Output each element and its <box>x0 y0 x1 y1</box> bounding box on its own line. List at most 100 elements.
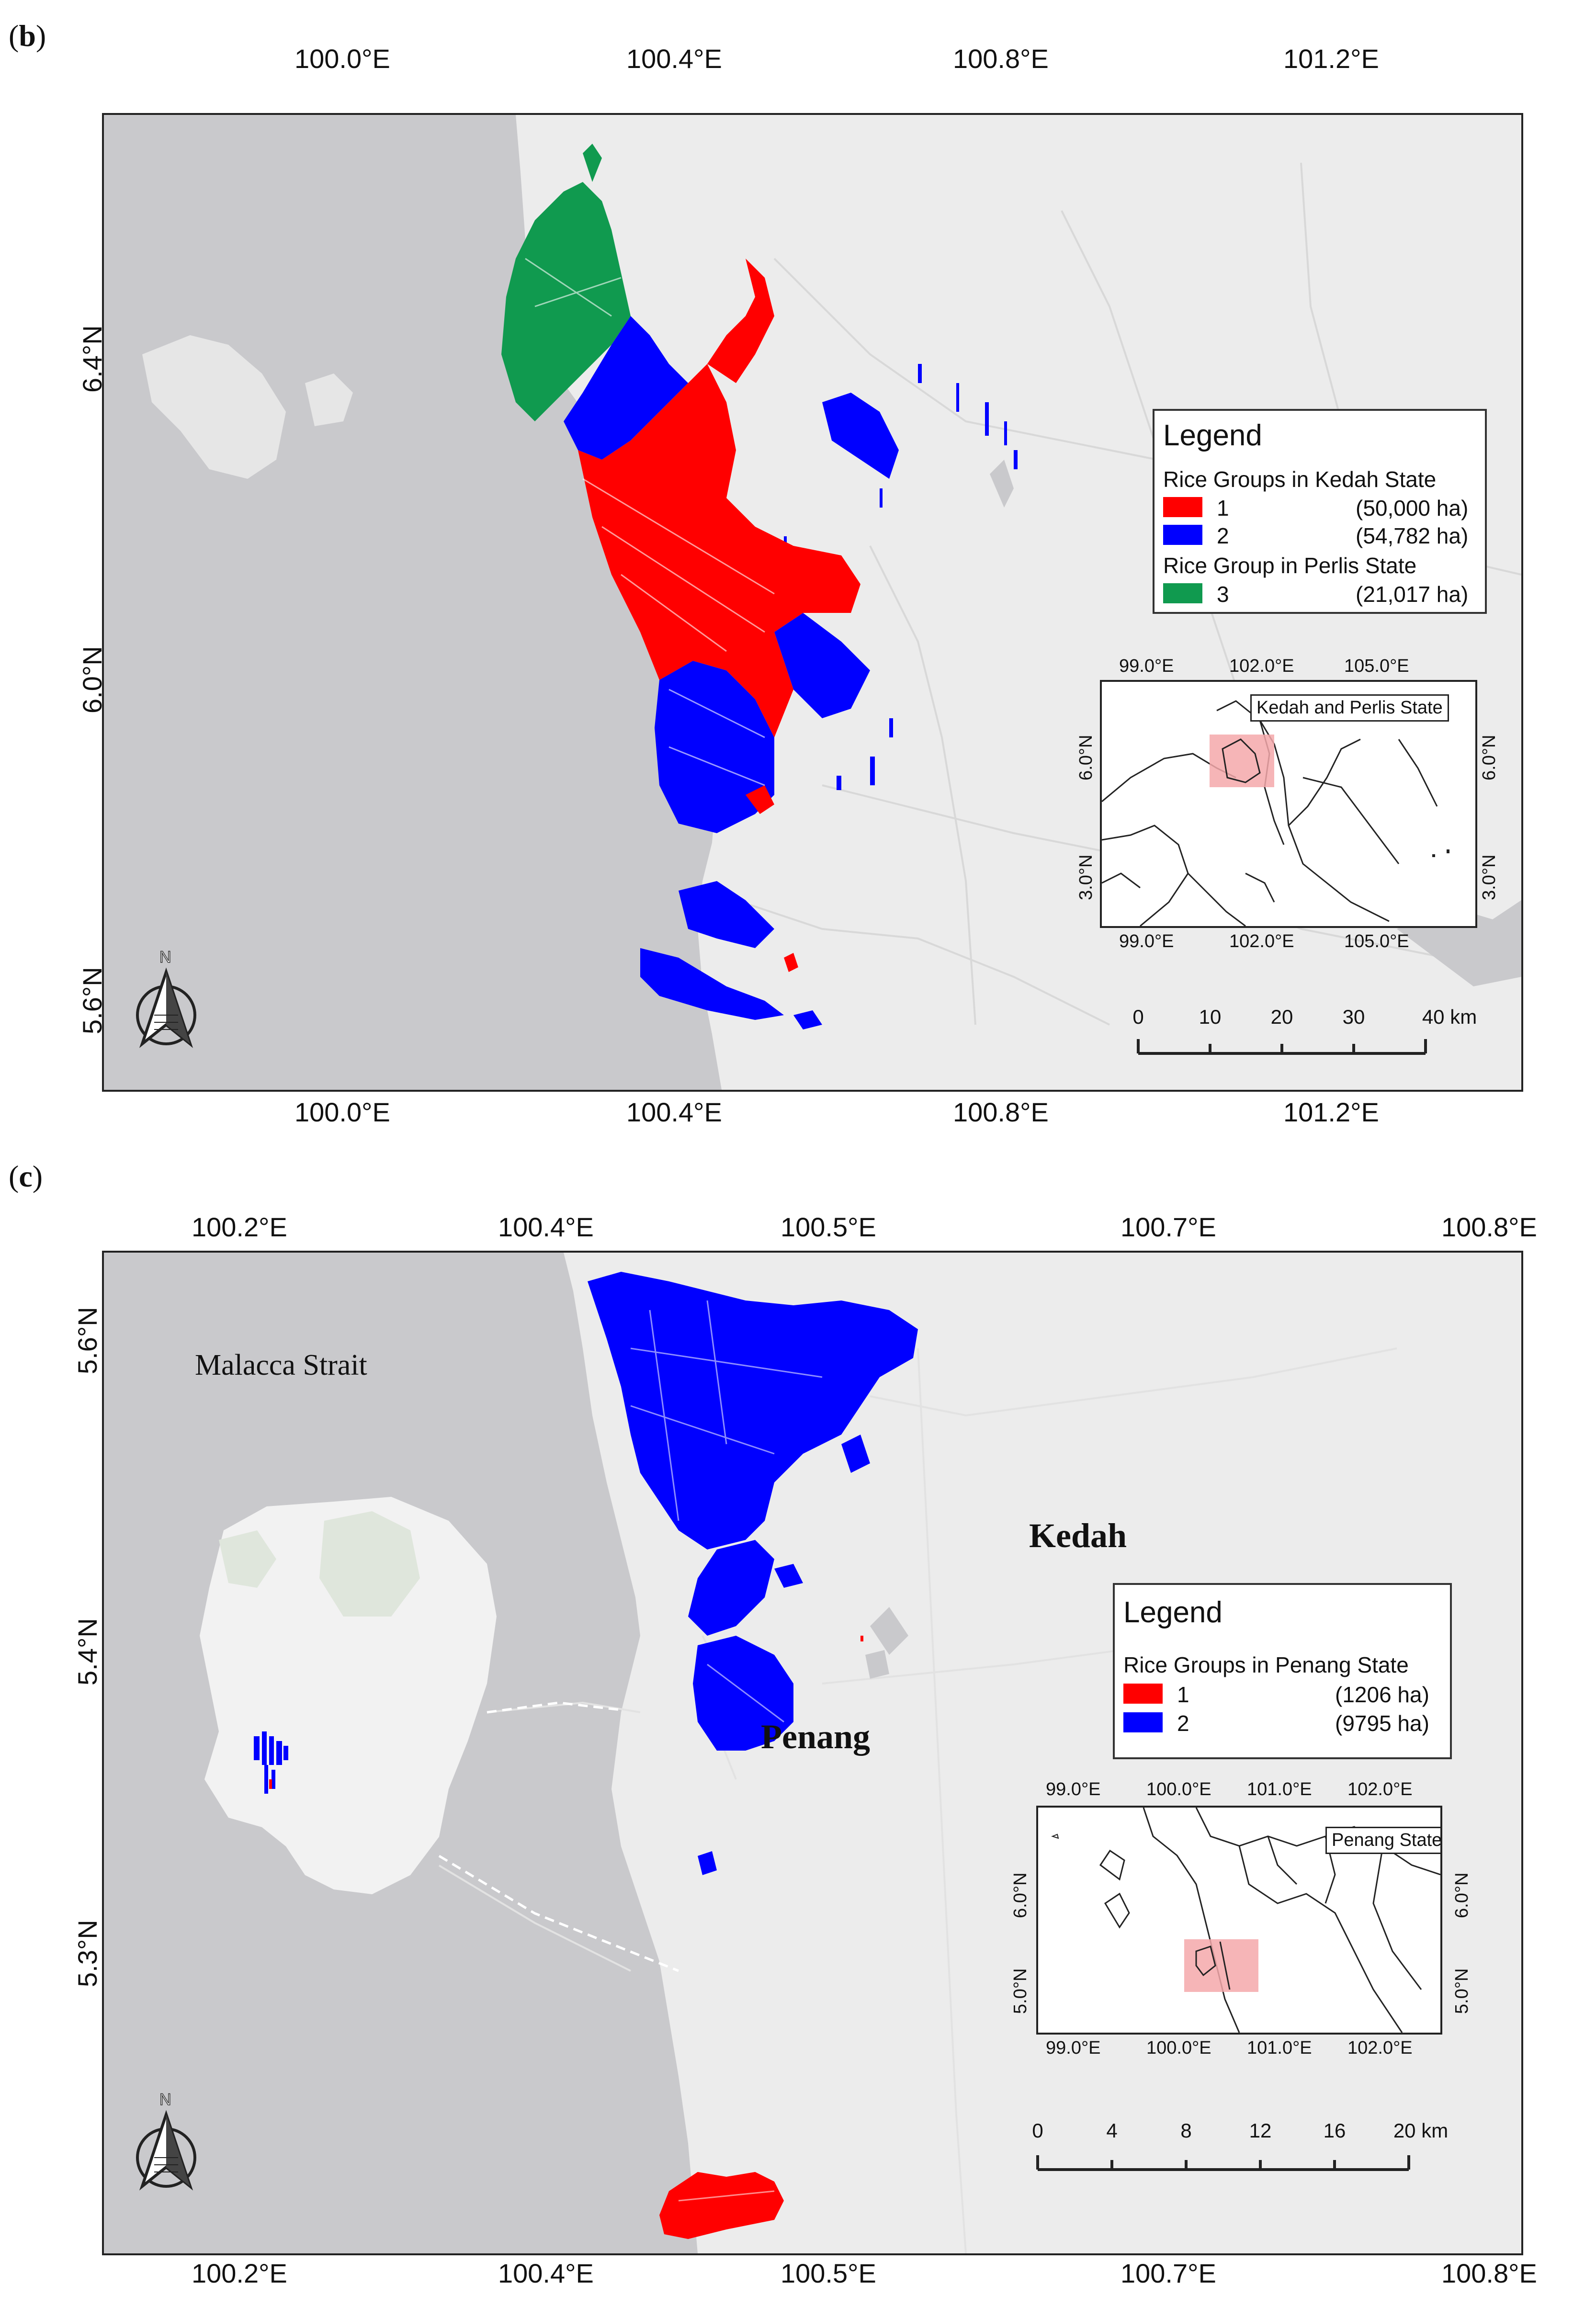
scale-bar-line <box>1036 2155 1410 2171</box>
rice-group-2-region <box>693 1636 793 1751</box>
rice-group-2-region <box>774 613 870 718</box>
north-arrow-icon <box>136 967 196 1048</box>
inset-top-tick: 99.0°E <box>1046 1779 1101 1799</box>
inset-right-tick: 3.0°N <box>1479 854 1499 900</box>
inset-map-box: Penang State <box>1036 1806 1442 2035</box>
inset-bottom-tick: 101.0°E <box>1247 2038 1312 2058</box>
inset-state-label: Kedah and Perlis State <box>1250 694 1449 722</box>
panel-c-bottom-tick: 100.2°E <box>192 2258 287 2288</box>
inset-top-tick: 102.0°E <box>1347 1779 1413 1799</box>
legend-group-heading: Rice Groups in Kedah State <box>1163 467 1437 492</box>
inset-left-tick: 5.0°N <box>1010 1968 1030 2014</box>
scale-label: 30 <box>1342 1006 1365 1028</box>
scale-label: 20 <box>1270 1006 1293 1028</box>
panel-b-scale-bar: 0 10 20 30 40 km <box>1124 1006 1497 1063</box>
legend-code: 3 <box>1217 582 1229 607</box>
basemap-lines <box>750 162 1521 1026</box>
inset-top-tick: 99.0°E <box>1119 656 1174 676</box>
inset-borders <box>1099 1808 1440 2033</box>
panel-c-top-tick: 100.7°E <box>1121 1212 1216 1242</box>
legend-group-heading: Rice Groups in Penang State <box>1123 1652 1409 1677</box>
legend-area: (54,782 ha) <box>1356 523 1469 548</box>
scale-label: 12 <box>1249 2119 1272 2142</box>
inset-state-border <box>1219 1941 1231 1990</box>
legend-group-heading: Rice Group in Perlis State <box>1163 553 1417 578</box>
inset-top-tick: 105.0°E <box>1344 656 1409 676</box>
rice-group-1-region <box>746 785 774 814</box>
panel-c-bottom-tick: 100.4°E <box>498 2258 594 2288</box>
scale-label: 20 km <box>1393 2119 1449 2142</box>
panel-b-bottom-tick: 100.0°E <box>294 1097 390 1127</box>
label-malacca-strait: Malacca Strait <box>195 1349 367 1381</box>
rice-group-1-speckles <box>269 1636 863 1789</box>
inset-state-label: Penang State <box>1325 1827 1440 1854</box>
panel-b-top-tick: 100.0°E <box>294 44 390 74</box>
inset-island <box>1051 1833 1059 1839</box>
inset-bottom-tick: 99.0°E <box>1119 931 1174 951</box>
field-texture <box>630 1300 823 2202</box>
panel-c-right-tick: 5.6°N <box>1593 1307 1596 1374</box>
legend-code: 1 <box>1177 1682 1189 1707</box>
panel-c-left-tick: 5.3°N <box>72 1920 102 1987</box>
legend-swatch-blue <box>1123 1712 1163 1732</box>
north-label: N <box>159 948 171 967</box>
legend-area: (21,017 ha) <box>1356 582 1469 607</box>
panel-c-tag: (c) <box>9 1159 43 1193</box>
north-arrow-icon <box>136 2110 196 2191</box>
inset-bottom-tick: 105.0°E <box>1344 931 1409 951</box>
scale-label: 10 <box>1199 1006 1222 1028</box>
panel-b-right-tick: 6.0°N <box>1593 646 1596 713</box>
panel-b-bottom-tick: 100.4°E <box>626 1097 722 1127</box>
legend-title: Legend <box>1123 1596 1222 1629</box>
rice-group-2-region <box>640 948 784 1020</box>
island <box>305 373 353 426</box>
rice-group-2-region <box>793 1010 822 1029</box>
rice-group-2-region <box>841 1435 870 1473</box>
sea-area <box>104 115 722 1090</box>
rice-group-1-region <box>578 364 860 737</box>
rice-group-3-region <box>501 182 631 421</box>
rice-group-2-region <box>688 1540 774 1636</box>
scale-label: 0 <box>1032 2119 1043 2142</box>
legend-title: Legend <box>1163 419 1262 452</box>
panel-b-right-tick: 5.6°N <box>1593 967 1596 1034</box>
inset-top-tick: 101.0°E <box>1247 1779 1312 1799</box>
panel-c-inset: 99.0°E 100.0°E 101.0°E 102.0°E 6.0°N 5.0… <box>988 1779 1472 2067</box>
panel-c-left-tick: 5.6°N <box>72 1307 102 1374</box>
panel-c-bottom-tick: 100.5°E <box>781 2258 876 2288</box>
inset-bottom-tick: 102.0°E <box>1229 931 1294 951</box>
panel-b-bottom-tick: 100.8°E <box>953 1097 1049 1127</box>
rice-group-2-region <box>588 1272 918 1549</box>
rice-group-2-region <box>679 881 774 948</box>
panel-c-scale-bar: 0 4 8 12 16 20 km <box>1028 2119 1459 2182</box>
inset-right-tick: 5.0°N <box>1452 1968 1472 2014</box>
panel-c-top-tick: 100.5°E <box>781 1212 876 1242</box>
inset-right-tick: 6.0°N <box>1479 735 1499 780</box>
legend-code: 2 <box>1217 523 1229 548</box>
panel-b-top-tick: 100.8°E <box>953 44 1049 74</box>
panel-c-bottom-tick: 100.7°E <box>1121 2258 1216 2288</box>
inset-bottom-tick: 100.0°E <box>1146 2038 1211 2058</box>
legend-area: (9795 ha) <box>1335 1711 1429 1736</box>
inset-left-tick: 3.0°N <box>1076 854 1096 900</box>
scale-label: 40 km <box>1422 1006 1477 1028</box>
bridge-line <box>438 1855 679 1972</box>
rice-group-3-region <box>583 144 602 182</box>
legend-area: (1206 ha) <box>1335 1682 1429 1707</box>
label-penang: Penang <box>761 1718 871 1756</box>
legend-area: (50,000 ha) <box>1356 496 1469 520</box>
inset-left-tick: 6.0°N <box>1010 1872 1030 1918</box>
island <box>142 335 286 479</box>
inset-islands <box>1432 849 1449 857</box>
scale-label: 16 <box>1323 2119 1346 2142</box>
panel-c-map: Malacca Strait Kedah Penang Legend Rice … <box>102 1251 1523 2255</box>
rice-group-2-region <box>564 316 688 460</box>
rice-group-1-region <box>659 2172 784 2239</box>
panel-b-north-arrow: N <box>133 948 200 1053</box>
field-texture <box>525 258 775 786</box>
forest-patch <box>319 1511 420 1617</box>
inset-state-outline <box>1195 1945 1216 1977</box>
panel-c-left-tick: 5.4°N <box>72 1618 102 1685</box>
inset-highlight <box>1210 735 1274 787</box>
legend-swatch-green <box>1163 583 1202 603</box>
